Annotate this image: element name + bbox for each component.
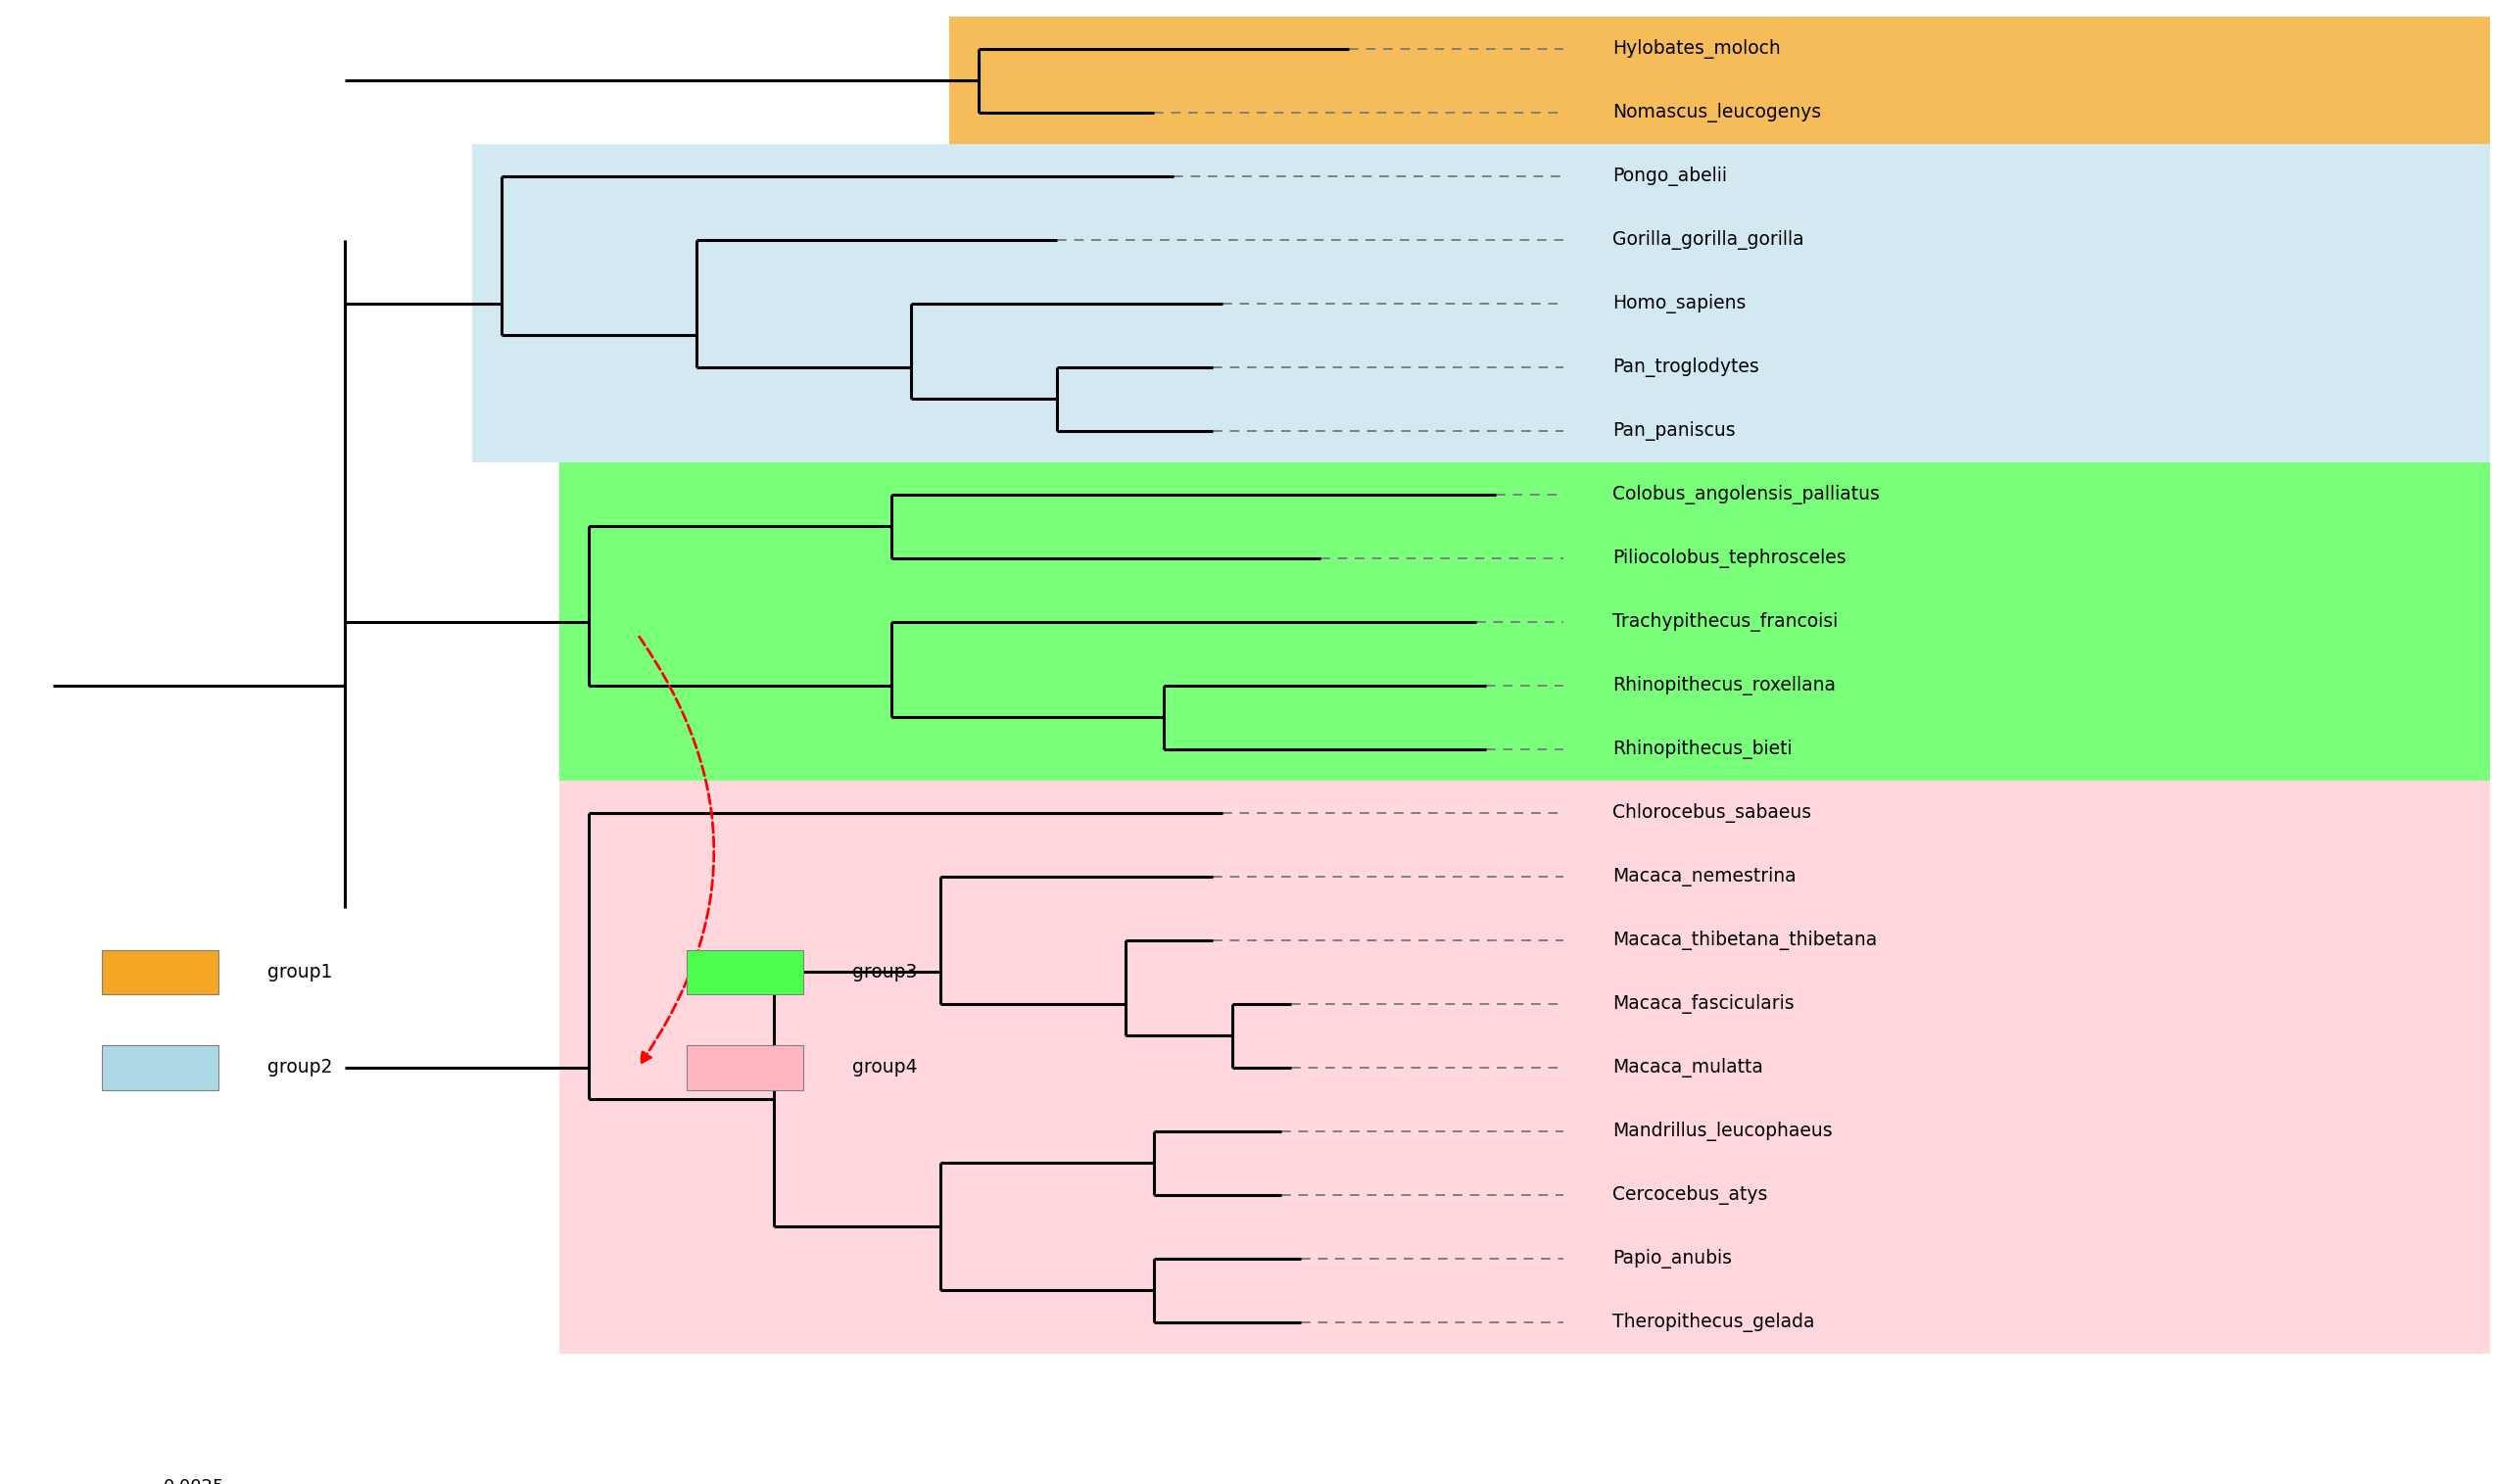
Bar [686,1045,803,1089]
Bar [102,950,219,994]
Bar [559,463,2489,781]
Text: group1: group1 [267,963,332,981]
Text: Mandrillus_leucophaeus: Mandrillus_leucophaeus [1614,1122,1833,1141]
Text: group4: group4 [853,1058,918,1077]
Text: Pongo_abelii: Pongo_abelii [1614,166,1728,186]
Bar [950,16,2489,144]
Text: Nomascus_leucogenys: Nomascus_leucogenys [1614,102,1821,122]
Text: Rhinopithecus_bieti: Rhinopithecus_bieti [1614,739,1793,758]
Bar [686,950,803,994]
Text: group3: group3 [853,963,918,981]
Text: Papio_anubis: Papio_anubis [1614,1248,1731,1269]
Text: Piliocolobus_tephrosceles: Piliocolobus_tephrosceles [1614,548,1846,568]
Text: Theropithecus_gelada: Theropithecus_gelada [1614,1312,1816,1333]
Text: 0.0025: 0.0025 [165,1478,224,1484]
Text: Pan_troglodytes: Pan_troglodytes [1614,358,1758,377]
Text: Macaca_thibetana_thibetana: Macaca_thibetana_thibetana [1614,930,1878,950]
Text: Colobus_angolensis_palliatus: Colobus_angolensis_palliatus [1614,485,1880,505]
Bar [559,781,2489,1353]
Text: Cercocebus_atys: Cercocebus_atys [1614,1186,1768,1205]
Text: Macaca_mulatta: Macaca_mulatta [1614,1058,1763,1077]
Text: Chlorocebus_sabaeus: Chlorocebus_sabaeus [1614,803,1811,822]
Text: Trachypithecus_francoisi: Trachypithecus_francoisi [1614,611,1838,632]
Text: group2: group2 [267,1058,332,1077]
Text: Hylobates_moloch: Hylobates_moloch [1614,39,1781,58]
Text: Pan_paniscus: Pan_paniscus [1614,421,1736,441]
Text: Homo_sapiens: Homo_sapiens [1614,294,1746,313]
Text: Rhinopithecus_roxellana: Rhinopithecus_roxellana [1614,675,1836,695]
Text: Macaca_fascicularis: Macaca_fascicularis [1614,994,1793,1014]
Bar [102,1045,219,1089]
Bar [471,144,2489,463]
Text: Macaca_nemestrina: Macaca_nemestrina [1614,867,1796,886]
Text: Gorilla_gorilla_gorilla: Gorilla_gorilla_gorilla [1614,230,1803,249]
